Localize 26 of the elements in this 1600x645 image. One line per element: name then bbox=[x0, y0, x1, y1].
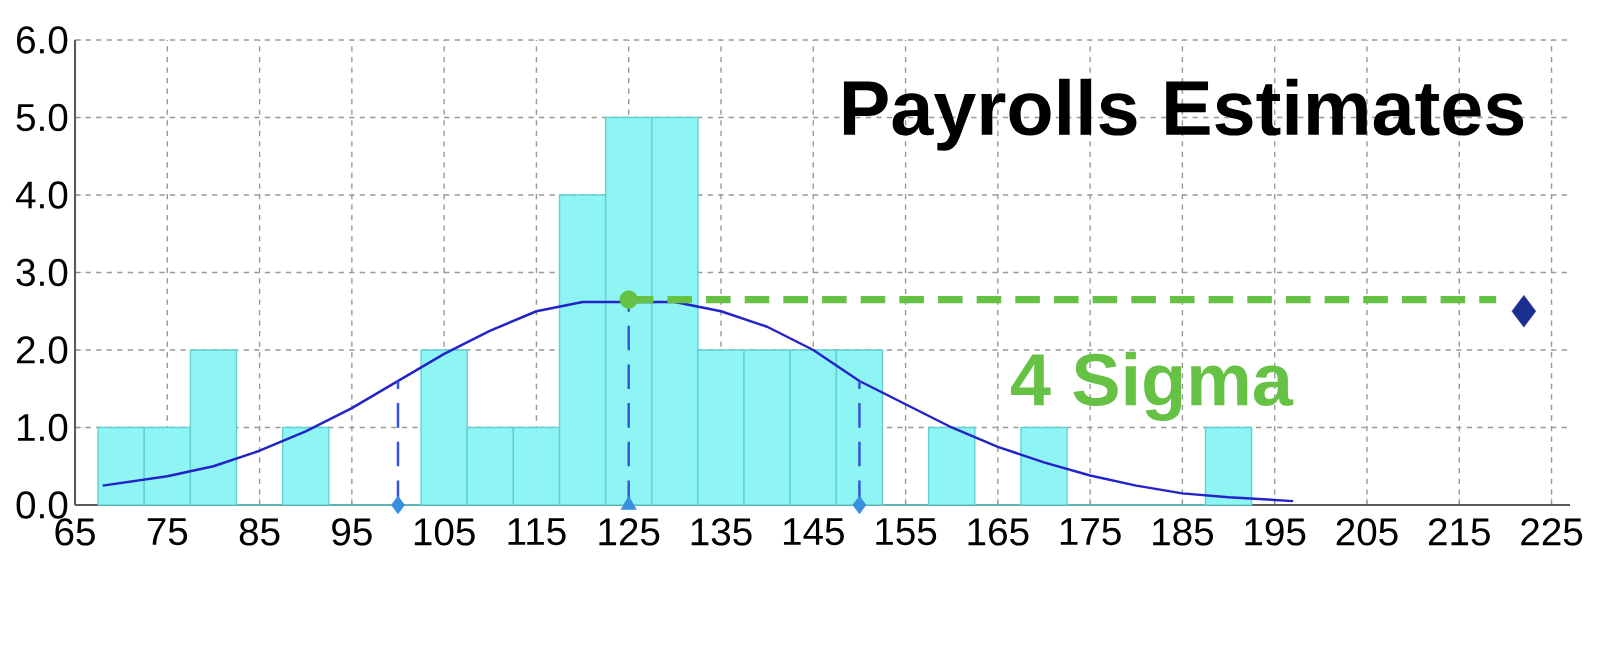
y-tick-label: 6.0 bbox=[17, 26, 68, 54]
x-tick-label: 115 bbox=[508, 518, 566, 546]
x-tick-label: 225 bbox=[1521, 518, 1583, 546]
x-tick-label: 85 bbox=[239, 518, 280, 546]
chart-title: Payrolls Estimates bbox=[843, 78, 1524, 151]
annotation: 4 Sigma bbox=[1011, 351, 1294, 421]
x-tick-label: 105 bbox=[414, 518, 475, 546]
y-tick-label: 2.0 bbox=[17, 336, 68, 364]
x-tick-label: 165 bbox=[968, 518, 1029, 546]
x-tick-label: 75 bbox=[147, 518, 188, 546]
x-tick-label: 195 bbox=[1245, 518, 1306, 546]
x-tick-label: 95 bbox=[332, 518, 372, 546]
x-tick-label: 175 bbox=[1060, 518, 1121, 546]
x-tick-label: 215 bbox=[1428, 518, 1490, 546]
x-tick-label: 145 bbox=[783, 518, 844, 546]
x-tick-label: 155 bbox=[876, 518, 937, 546]
y-tick-label: 1.0 bbox=[18, 413, 68, 442]
x-tick-label: 135 bbox=[691, 518, 752, 546]
y-tick-label: 4.0 bbox=[15, 181, 68, 209]
y-tick-label: 3.0 bbox=[16, 258, 68, 287]
y-tick-label: 5.0 bbox=[16, 103, 68, 132]
y-tick-label: 0.0 bbox=[16, 491, 68, 519]
x-tick-label: 205 bbox=[1336, 518, 1398, 546]
x-tick-label: 125 bbox=[599, 518, 660, 546]
x-tick-label: 185 bbox=[1153, 518, 1214, 546]
x-tick-label: 65 bbox=[55, 518, 95, 546]
